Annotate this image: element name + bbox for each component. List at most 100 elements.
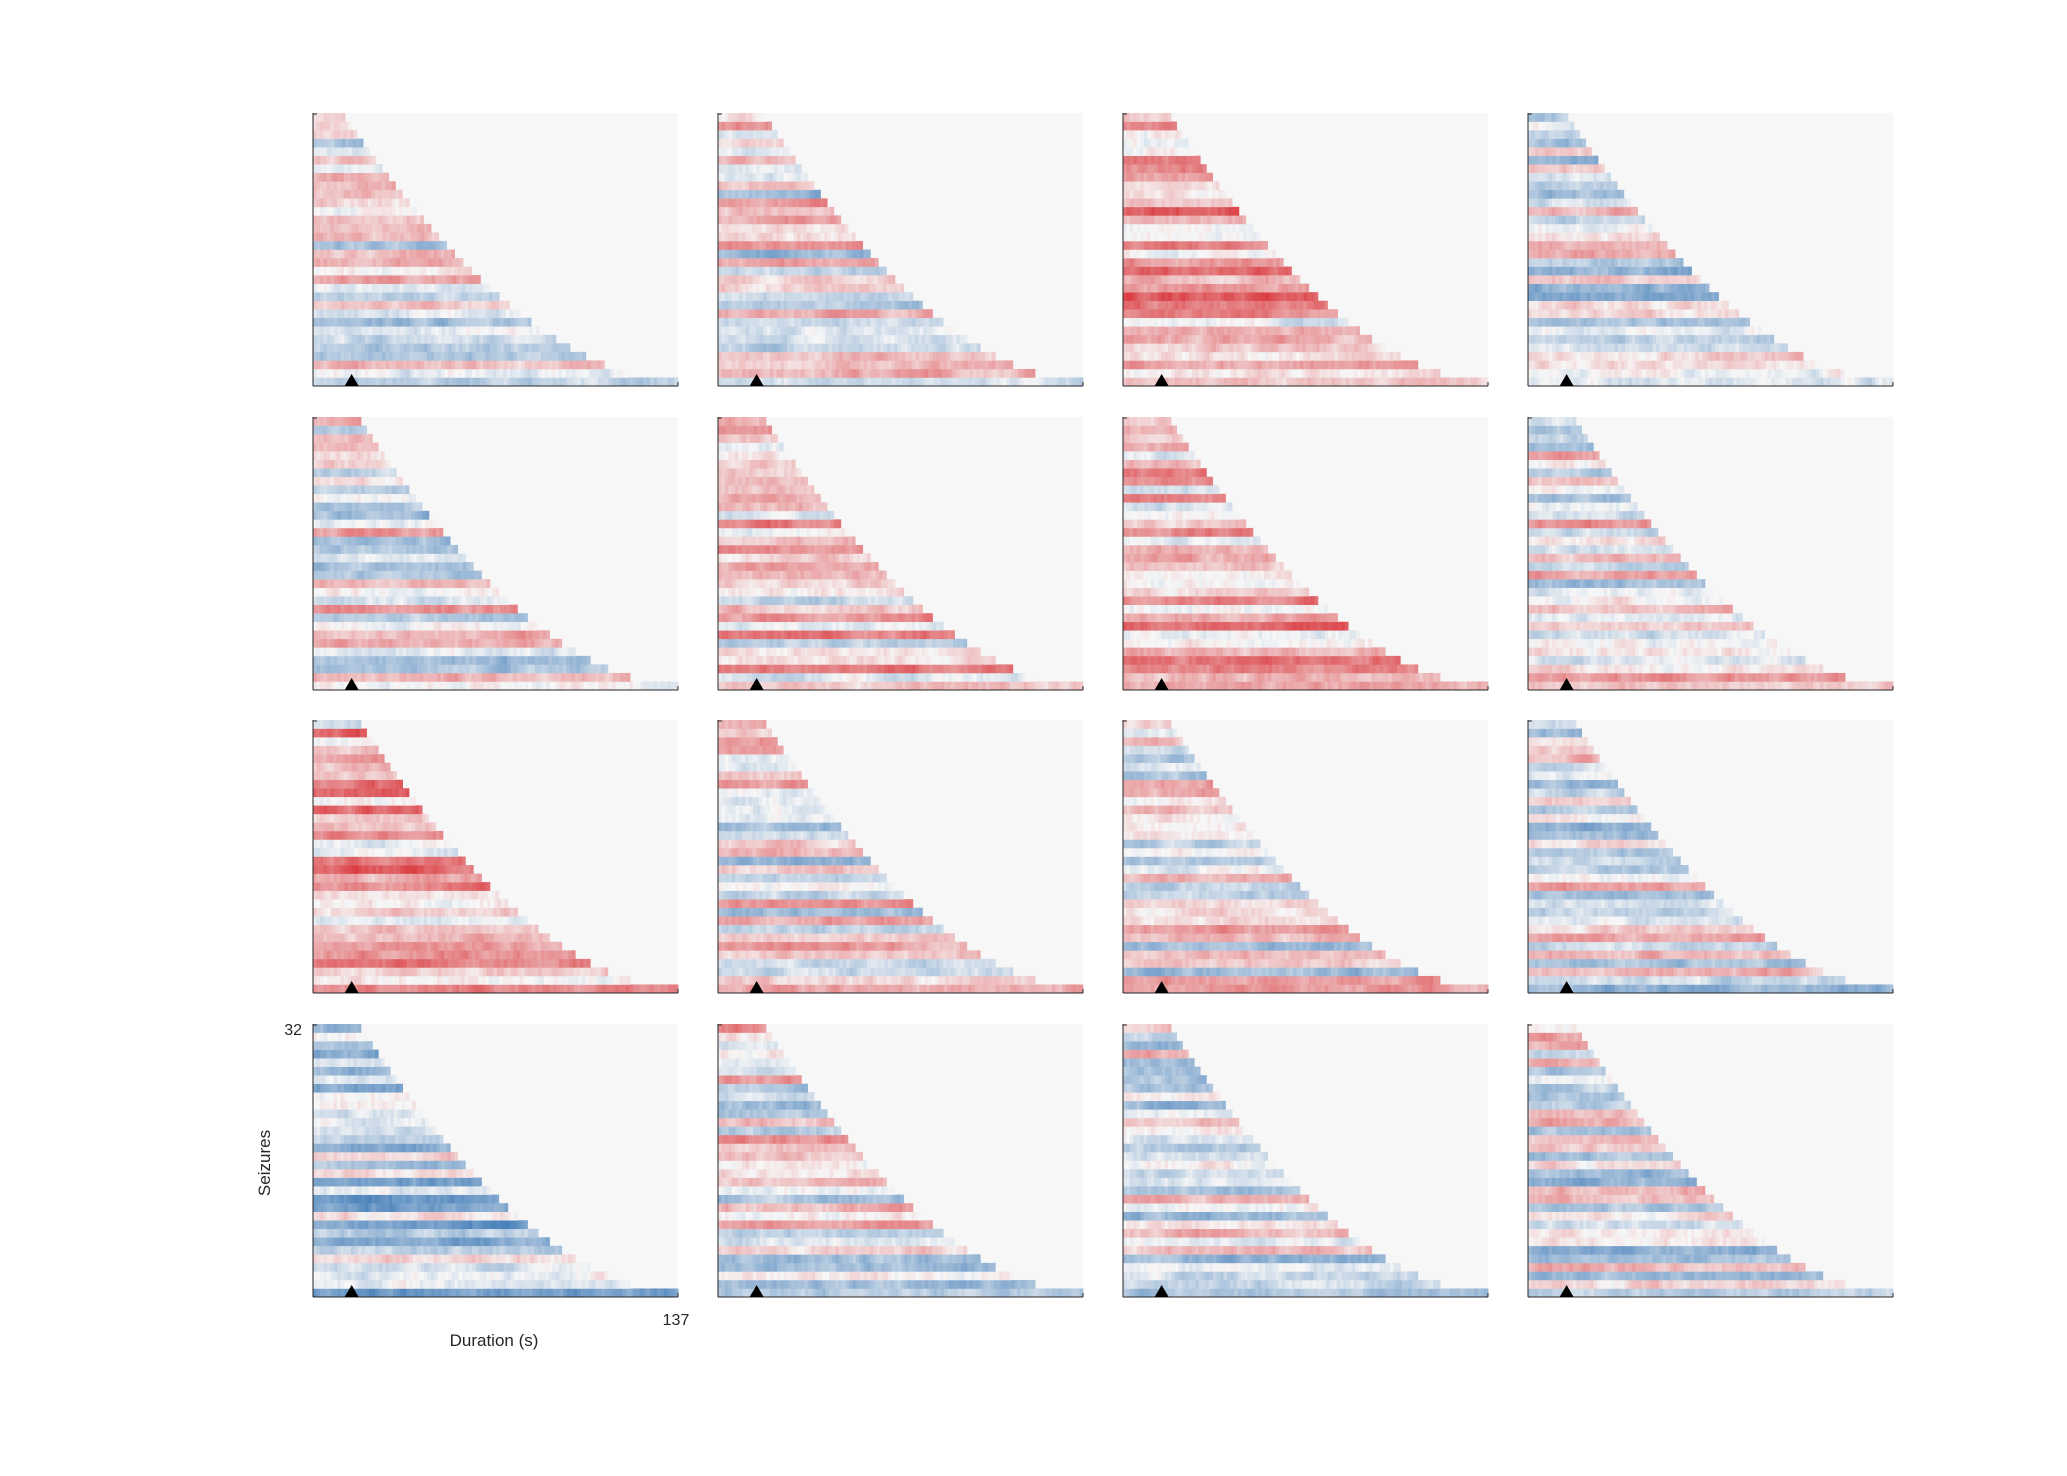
heatmap-cell — [1192, 326, 1197, 336]
heatmap-cell — [344, 121, 348, 131]
heatmap-cell — [813, 223, 818, 233]
heatmap-cell — [1230, 377, 1235, 387]
heatmap-cell — [1810, 360, 1815, 370]
heatmap-cell — [545, 343, 550, 353]
heatmap-cell — [1248, 258, 1253, 267]
heatmap-cell — [385, 309, 390, 319]
heatmap-cell — [1191, 181, 1196, 191]
heatmap-cell — [337, 189, 341, 199]
heatmap-cell — [354, 317, 359, 327]
heatmap-cell — [577, 377, 582, 387]
heatmap-cell — [1541, 377, 1546, 387]
heatmap-cell — [1642, 351, 1647, 361]
heatmap-cell — [1206, 249, 1210, 259]
heatmap-cell — [313, 351, 317, 361]
heatmap-cell — [1569, 351, 1574, 361]
heatmap-cell — [333, 232, 338, 242]
heatmap-cell — [1362, 360, 1367, 370]
heatmap-cell — [811, 317, 816, 327]
heatmap-cell — [340, 189, 345, 199]
heatmap-cell — [1749, 343, 1754, 353]
heatmap-cell — [1233, 240, 1238, 250]
heatmap-cell — [793, 266, 798, 276]
heatmap-cell — [869, 368, 874, 378]
heatmap-cell — [1216, 377, 1221, 387]
heatmap-cell — [1030, 377, 1035, 387]
heatmap-cell — [1323, 309, 1328, 319]
heatmap-cell — [350, 292, 355, 301]
heatmap-cell — [316, 172, 321, 182]
heatmap-cell — [926, 360, 930, 370]
heatmap-cell — [330, 155, 335, 165]
heatmap-cell — [1129, 189, 1134, 199]
heatmap-cell — [398, 240, 403, 250]
heatmap-cell — [818, 360, 823, 370]
heatmap-cell — [486, 317, 490, 327]
heatmap-cell — [336, 240, 341, 250]
heatmap-cell — [1237, 300, 1242, 310]
heatmap-cell — [741, 113, 746, 122]
heatmap-cell — [781, 215, 786, 225]
heatmap-cell — [500, 334, 505, 344]
heatmap-cell — [1296, 351, 1301, 361]
heatmap-cell — [999, 377, 1004, 387]
heatmap-cell — [379, 326, 384, 336]
heatmap-cell — [1336, 368, 1341, 378]
heatmap-cell — [1819, 368, 1824, 378]
heatmap-cell — [721, 334, 726, 344]
heatmap-cell — [468, 351, 473, 361]
heatmap-cell — [1140, 292, 1145, 301]
heatmap-cell — [362, 147, 367, 156]
heatmap-cell — [1738, 360, 1743, 370]
heatmap-cell — [1672, 360, 1677, 370]
heatmap-cell — [340, 223, 345, 233]
heatmap-cell — [815, 326, 820, 336]
heatmap-cell — [844, 232, 849, 242]
heatmap-cell — [759, 181, 763, 191]
heatmap-cell — [536, 326, 540, 336]
heatmap-cell — [794, 309, 798, 319]
heatmap-cell — [1729, 368, 1734, 378]
heatmap-cell — [1658, 360, 1663, 370]
heatmap-cell — [877, 317, 882, 327]
heatmap-cell — [552, 343, 557, 353]
heatmap-cell — [745, 232, 750, 242]
heatmap-cell — [1161, 249, 1165, 259]
heatmap-cell — [772, 181, 777, 191]
heatmap-cell — [821, 317, 826, 327]
heatmap-cell — [1348, 360, 1353, 370]
heatmap-cell — [780, 258, 785, 267]
heatmap-cell — [351, 223, 356, 233]
heatmap-cell — [1153, 232, 1158, 242]
heatmap-cell — [392, 215, 397, 225]
heatmap-cell — [433, 309, 438, 319]
heatmap-cell — [935, 334, 940, 344]
heatmap-cell — [1739, 368, 1744, 378]
heatmap-cell — [395, 215, 400, 225]
heatmap-panel — [1527, 113, 1894, 387]
heatmap-cell — [735, 249, 740, 259]
heatmap-cell — [748, 232, 753, 242]
heatmap-cell — [784, 206, 789, 216]
heatmap-cell — [427, 283, 432, 293]
heatmap-cell — [375, 283, 380, 293]
heatmap-cell — [496, 317, 501, 327]
heatmap-cell — [624, 368, 629, 378]
heatmap-cell — [922, 317, 927, 327]
heatmap-cell — [405, 240, 410, 250]
heatmap-cell — [402, 351, 407, 361]
heatmap-cell — [877, 377, 882, 387]
heatmap-cell — [1213, 317, 1217, 327]
heatmap-cell — [319, 334, 324, 344]
heatmap-cell — [782, 147, 787, 156]
heatmap-cell — [461, 283, 466, 293]
heatmap-cell — [860, 317, 864, 327]
heatmap-cell — [1164, 130, 1169, 139]
heatmap-cell — [1268, 351, 1273, 361]
heatmap-cell — [787, 343, 791, 353]
heatmap-cell — [818, 275, 823, 284]
heatmap-cell — [1153, 266, 1158, 276]
heatmap-cell — [1126, 138, 1131, 148]
heatmap-cell — [361, 215, 366, 225]
heatmap-cell — [1474, 377, 1478, 387]
